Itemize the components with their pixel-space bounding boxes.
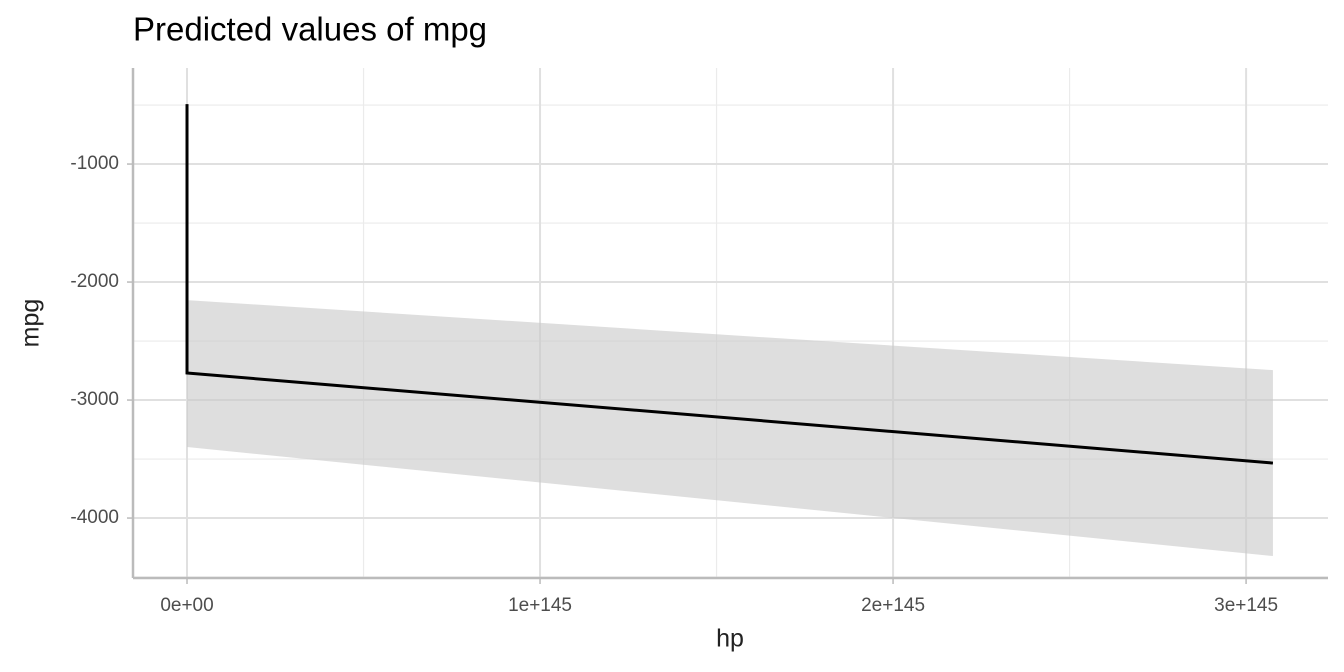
x-axis-title: hp xyxy=(716,625,744,653)
x-tick-label: 1e+145 xyxy=(508,595,572,616)
y-axis-title: mpg xyxy=(17,299,45,348)
y-tick-label: -2000 xyxy=(70,271,119,292)
chart-title: Predicted values of mpg xyxy=(133,11,487,48)
y-tick-label: -4000 xyxy=(70,507,119,528)
x-tick-label: 0e+00 xyxy=(160,595,213,616)
prediction-line xyxy=(185,104,1274,465)
x-tick-label: 3e+145 xyxy=(1214,595,1278,616)
confidence-band xyxy=(187,300,1273,557)
x-tick-label: 2e+145 xyxy=(861,595,925,616)
y-tick-label: -3000 xyxy=(70,389,119,410)
y-tick-label: -1000 xyxy=(70,153,119,174)
